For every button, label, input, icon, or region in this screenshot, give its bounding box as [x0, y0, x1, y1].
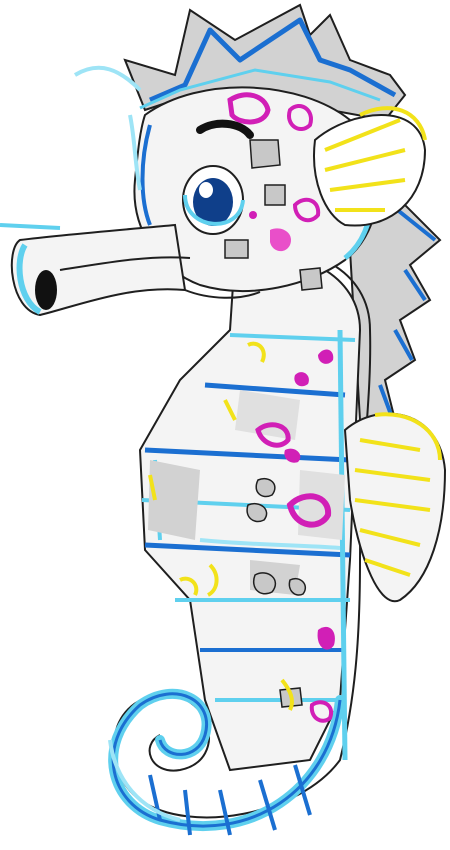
- spots: [227, 92, 335, 723]
- head-fin: [313, 106, 427, 227]
- tail: [108, 688, 345, 836]
- grey-spots: [224, 139, 323, 708]
- mouth-line: [184, 289, 261, 299]
- eye: [182, 119, 254, 235]
- belly-fin: [343, 412, 447, 603]
- snout: [0, 223, 191, 317]
- eyebrow: [196, 119, 254, 139]
- crest: [123, 3, 407, 122]
- yellow-accents: [148, 341, 294, 711]
- blue-highlights: [73, 65, 341, 822]
- nostril: [35, 270, 57, 310]
- cheek-spot: [270, 228, 291, 252]
